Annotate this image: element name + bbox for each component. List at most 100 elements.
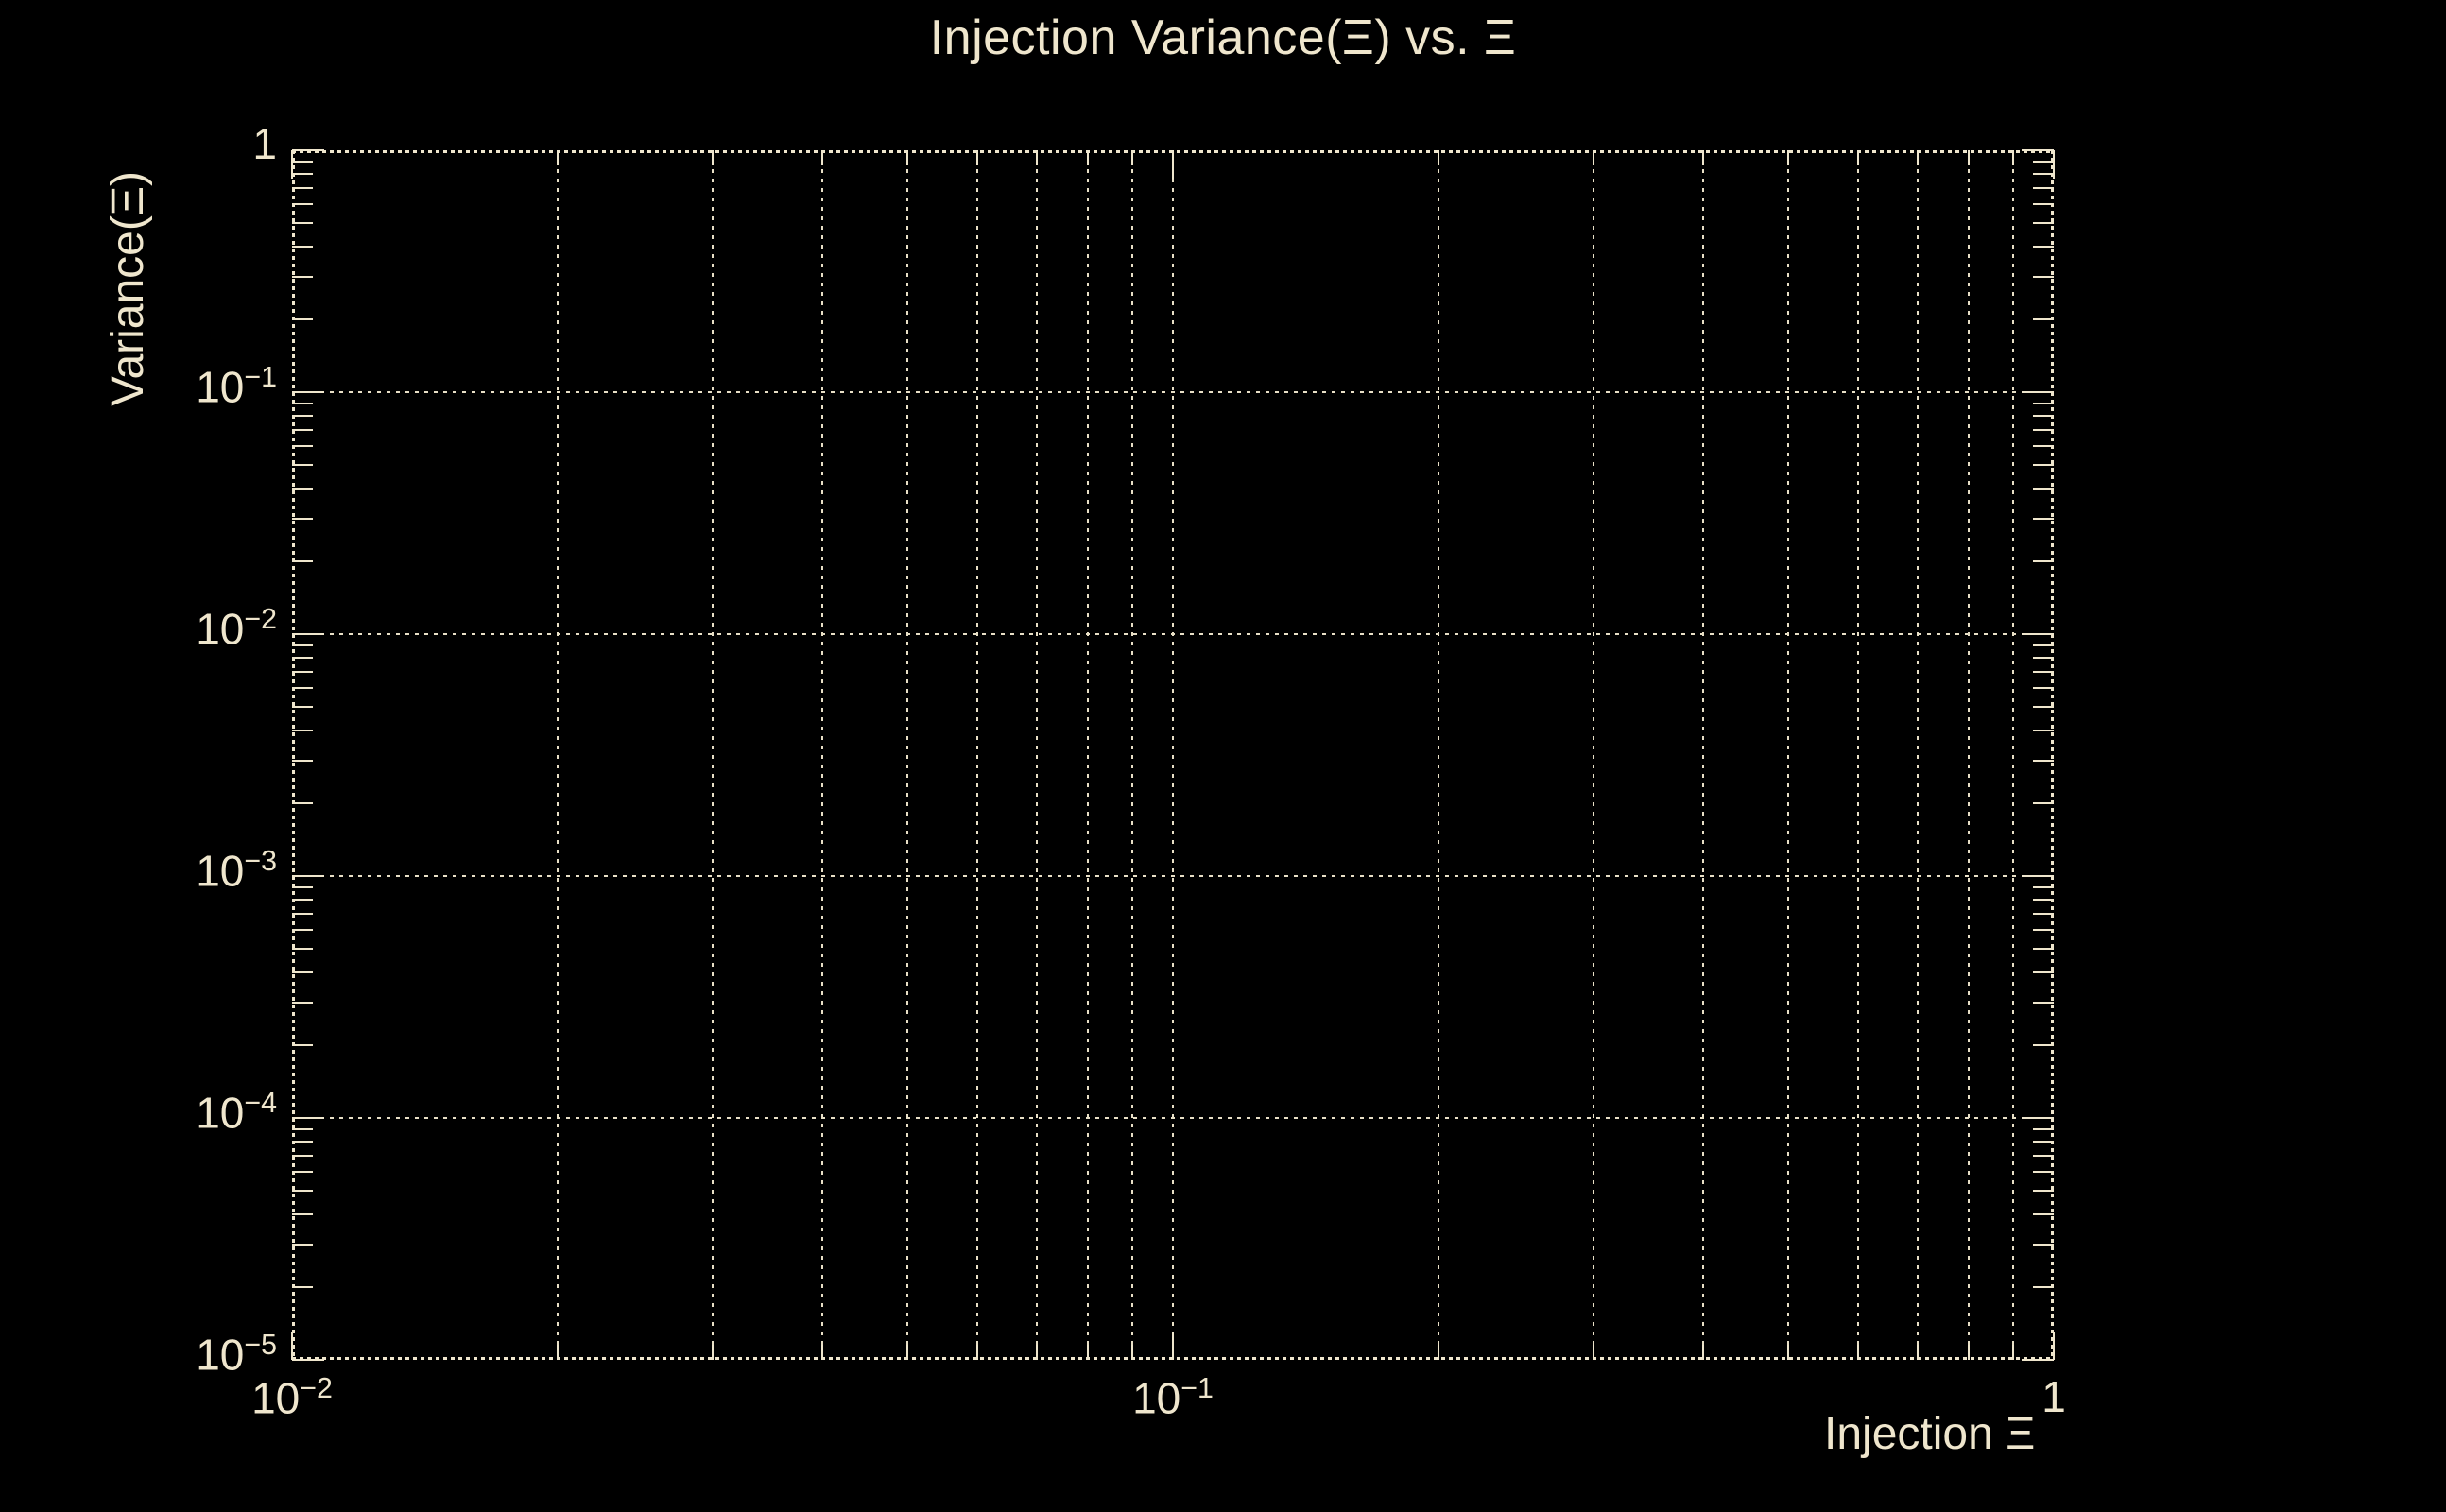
y-tick-minor: [292, 1127, 313, 1130]
x-tick-major: [1172, 1332, 1174, 1360]
x-gridline: [1086, 150, 1089, 1360]
y-tick-minor: [292, 402, 313, 404]
y-tick-minor: [292, 971, 313, 973]
y-tick-label: 1: [252, 122, 277, 165]
y-tick-right-minor: [2033, 202, 2054, 205]
y-tick-right-minor: [2033, 559, 2054, 562]
y-tick-minor: [292, 1212, 313, 1215]
y-tick-right-minor: [2033, 275, 2054, 278]
y-tick-minor: [292, 1285, 313, 1288]
x-tick-minor: [1916, 1345, 1919, 1360]
y-tick-minor: [292, 656, 313, 659]
y-tick-label: 10−2: [196, 605, 277, 650]
y-tick-right-minor: [2033, 912, 2054, 915]
y-tick-right-minor: [2033, 444, 2054, 447]
y-tick-right-minor: [2033, 928, 2054, 931]
x-tick-top-minor: [711, 150, 714, 165]
y-tick-right-minor: [2033, 1190, 2054, 1193]
x-tick-minor: [1131, 1345, 1134, 1360]
x-tick-top-minor: [1967, 150, 1970, 165]
x-tick-top-minor: [906, 150, 909, 165]
y-tick-right-minor: [2033, 428, 2054, 431]
x-tick-top-major: [2053, 150, 2055, 179]
plot-frame-right: [2051, 150, 2054, 1360]
y-tick-minor: [292, 948, 313, 951]
x-tick-top-minor: [821, 150, 824, 165]
y-tick-minor: [292, 186, 313, 189]
y-tick-label: 10−3: [196, 846, 277, 892]
y-tick-minor: [292, 245, 313, 248]
y-tick-right-minor: [2033, 1001, 2054, 1004]
y-tick-label-mantissa: 10: [196, 1088, 245, 1138]
y-tick-right-minor: [2033, 1127, 2054, 1130]
y-tick-right-minor: [2033, 464, 2054, 467]
x-tick-minor: [821, 1345, 824, 1360]
y-tick-right-minor: [2033, 172, 2054, 175]
y-tick-label-exponent: −3: [244, 846, 277, 877]
x-axis-title: Injection Ξ: [1824, 1409, 2036, 1459]
y-tick-minor: [292, 172, 313, 175]
x-tick-label-exponent: −1: [1180, 1373, 1214, 1404]
x-gridline: [711, 150, 714, 1360]
y-tick-label-exponent: −1: [244, 362, 277, 393]
y-tick-minor: [292, 428, 313, 431]
x-tick-minor: [556, 1345, 559, 1360]
x-tick-major: [2053, 1332, 2055, 1360]
y-tick-minor: [292, 1043, 313, 1046]
y-tick-right-minor: [2033, 971, 2054, 973]
y-tick-right-minor: [2033, 160, 2054, 163]
y-tick-minor: [292, 414, 313, 417]
y-tick-right-minor: [2033, 1285, 2054, 1288]
y-tick-right-minor: [2033, 1140, 2054, 1143]
y-tick-right-minor: [2033, 186, 2054, 189]
x-tick-minor: [711, 1345, 714, 1360]
y-tick-minor: [292, 464, 313, 467]
y-tick-label-exponent: −4: [244, 1088, 277, 1119]
y-tick-minor: [292, 487, 313, 490]
y-tick-right-minor: [2033, 402, 2054, 404]
x-tick-top-minor: [2012, 150, 2015, 165]
x-gridline: [1857, 150, 1860, 1360]
x-tick-top-major: [291, 150, 293, 179]
y-tick-minor: [292, 1243, 313, 1246]
y-tick-minor: [292, 202, 313, 205]
y-tick-minor: [292, 444, 313, 447]
x-tick-top-major: [1172, 150, 1174, 179]
x-tick-minor: [1592, 1345, 1594, 1360]
y-tick-label-mantissa: 10: [196, 1330, 245, 1380]
x-tick-minor: [1787, 1345, 1790, 1360]
y-tick-right-minor: [2033, 686, 2054, 689]
y-tick-minor: [292, 275, 313, 278]
y-tick-label: 10−5: [196, 1330, 277, 1380]
y-tick-right-minor: [2033, 1243, 2054, 1246]
x-gridline: [1916, 150, 1919, 1360]
x-tick-minor: [1035, 1345, 1038, 1360]
y-tick-right-minor: [2033, 948, 2054, 951]
y-tick-major: [292, 875, 324, 877]
y-tick-minor: [292, 912, 313, 915]
y-tick-right-minor: [2033, 1170, 2054, 1173]
y-tick-right-major: [2022, 875, 2054, 877]
x-tick-minor: [976, 1345, 979, 1360]
x-tick-label: 10−1: [1132, 1373, 1214, 1423]
y-tick-right-minor: [2033, 644, 2054, 646]
x-tick-top-minor: [1592, 150, 1594, 165]
x-tick-minor: [1086, 1345, 1089, 1360]
x-tick-top-minor: [1702, 150, 1705, 165]
x-gridline: [1967, 150, 1970, 1360]
y-tick-minor: [292, 160, 313, 163]
x-tick-minor: [1702, 1345, 1705, 1360]
x-tick-label-mantissa: 10: [251, 1373, 301, 1423]
y-tick-minor: [292, 1140, 313, 1143]
y-tick-right-minor: [2033, 1154, 2054, 1157]
y-tick-right-minor: [2033, 729, 2054, 731]
x-tick-label-mantissa: 10: [1132, 1373, 1181, 1423]
x-tick-top-minor: [1437, 150, 1439, 165]
y-tick-minor: [292, 801, 313, 804]
y-tick-minor: [292, 1154, 313, 1157]
y-tick-minor: [292, 222, 313, 225]
x-gridline: [1172, 150, 1174, 1360]
y-tick-major: [292, 1359, 324, 1361]
x-gridline: [1437, 150, 1439, 1360]
x-tick-top-minor: [976, 150, 979, 165]
